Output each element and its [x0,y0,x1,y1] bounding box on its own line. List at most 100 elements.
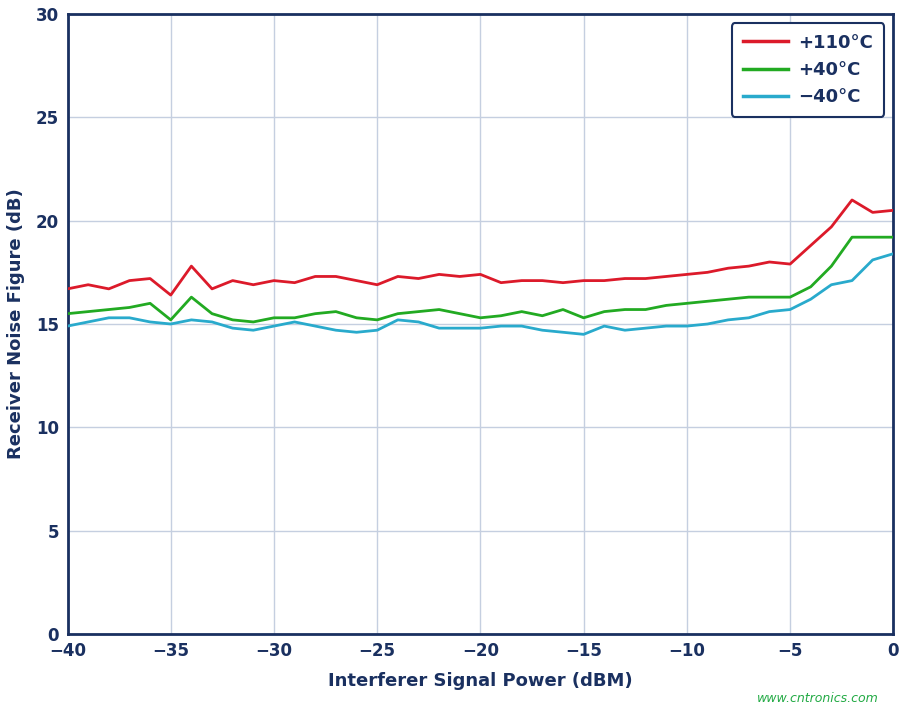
+40°C [846,233,857,241]
+110°C [557,279,568,287]
+40°C [516,307,527,316]
−40°C [103,314,114,322]
+110°C [764,258,775,266]
−40°C [248,326,259,335]
−40°C [681,322,692,330]
−40°C [537,326,548,335]
+40°C [599,307,610,316]
+110°C [289,279,300,287]
+110°C [888,206,899,215]
−40°C [186,316,197,325]
+40°C [764,293,775,302]
−40°C [620,326,631,335]
+40°C [537,312,548,320]
+110°C [867,208,878,217]
+40°C [103,305,114,314]
−40°C [352,328,362,337]
−40°C [413,317,424,326]
+40°C [268,314,279,322]
+40°C [145,299,156,307]
+40°C [475,314,486,322]
−40°C [785,305,795,314]
+40°C [620,305,631,314]
+110°C [805,241,816,250]
+110°C [352,276,362,285]
+40°C [641,305,651,314]
+40°C [165,316,176,325]
+110°C [186,262,197,271]
+40°C [743,293,754,302]
+40°C [352,314,362,322]
+40°C [496,312,506,320]
+110°C [599,276,610,285]
+110°C [454,272,465,281]
+40°C [82,307,93,316]
+110°C [165,291,176,299]
+110°C [310,272,321,281]
+110°C [63,284,73,293]
−40°C [268,322,279,330]
+110°C [578,276,589,285]
+110°C [496,279,506,287]
+40°C [371,316,382,325]
+110°C [124,276,135,285]
−40°C [846,276,857,285]
−40°C [207,317,217,326]
−40°C [516,322,527,330]
−40°C [867,256,878,264]
+40°C [454,309,465,318]
−40°C [310,322,321,330]
−40°C [331,326,342,335]
+110°C [331,272,342,281]
−40°C [434,324,445,332]
−40°C [660,322,671,330]
+40°C [867,233,878,241]
−40°C [702,320,713,328]
+110°C [248,281,259,289]
−40°C [124,314,135,322]
−40°C [723,316,734,325]
+40°C [227,316,238,325]
Y-axis label: Receiver Noise Figure (dB): Receiver Noise Figure (dB) [7,189,25,460]
+40°C [207,309,217,318]
+110°C [227,276,238,285]
+40°C [578,314,589,322]
−40°C [764,307,775,316]
+110°C [392,272,403,281]
+40°C [289,314,300,322]
+40°C [826,262,837,271]
−40°C [826,281,837,289]
−40°C [599,322,610,330]
+110°C [475,270,486,279]
+110°C [826,223,837,231]
−40°C [392,316,403,325]
+40°C [248,317,259,326]
+110°C [145,274,156,283]
−40°C [888,249,899,258]
+110°C [103,284,114,293]
+110°C [268,276,279,285]
+110°C [723,264,734,273]
−40°C [227,324,238,332]
Text: www.cntronics.com: www.cntronics.com [757,692,879,705]
Line: −40°C: −40°C [68,253,893,335]
+110°C [207,284,217,293]
+40°C [434,305,445,314]
Legend: +110°C, +40°C, −40°C: +110°C, +40°C, −40°C [732,23,884,117]
+110°C [702,268,713,276]
−40°C [371,326,382,335]
−40°C [578,330,589,339]
+110°C [434,270,445,279]
−40°C [743,314,754,322]
+110°C [743,262,754,271]
+40°C [888,233,899,241]
−40°C [557,328,568,337]
+40°C [124,303,135,312]
−40°C [165,320,176,328]
−40°C [63,322,73,330]
−40°C [641,324,651,332]
+110°C [846,196,857,205]
Line: +40°C: +40°C [68,237,893,322]
+40°C [63,309,73,318]
−40°C [805,295,816,304]
